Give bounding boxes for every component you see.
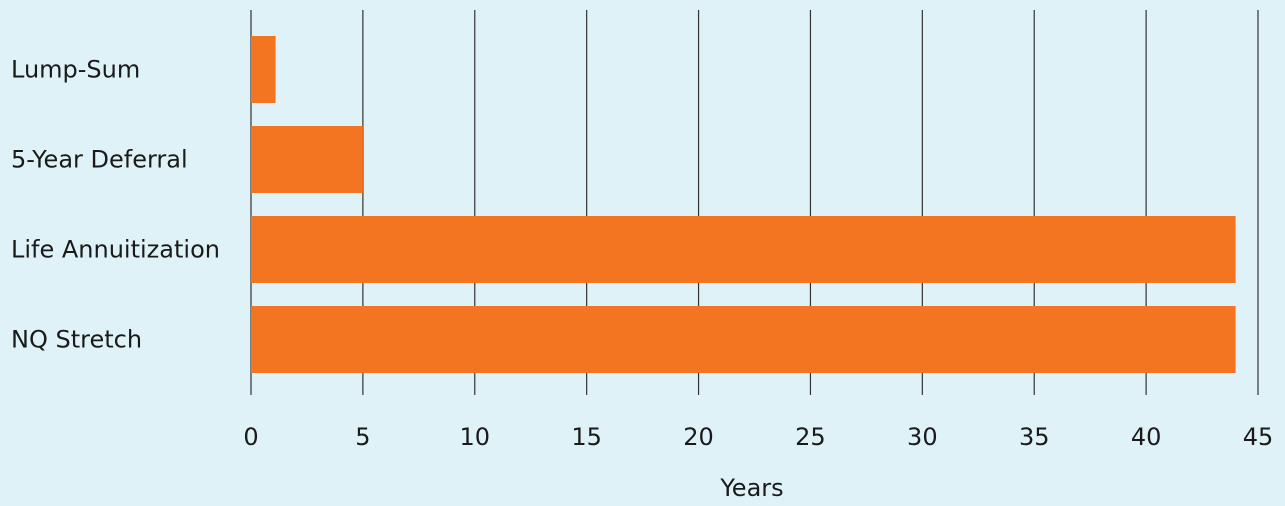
category-label: 5-Year Deferral xyxy=(11,146,188,174)
x-tick-label: 5 xyxy=(355,423,370,451)
gridlines xyxy=(250,10,1259,395)
x-tick-label: 40 xyxy=(1131,423,1162,451)
x-tick-labels: 0 5 10 15 20 25 30 35 40 45 xyxy=(243,423,1273,451)
bars xyxy=(251,36,1236,373)
x-axis-label: Years xyxy=(719,474,783,502)
x-tick-label: 10 xyxy=(460,423,491,451)
x-tick-label: 30 xyxy=(907,423,938,451)
category-label: Lump-Sum xyxy=(11,56,140,84)
x-tick-label: 45 xyxy=(1243,423,1274,451)
category-label: NQ Stretch xyxy=(11,326,142,354)
x-tick-label: 35 xyxy=(1019,423,1050,451)
x-tick-label: 20 xyxy=(683,423,714,451)
x-tick-label: 0 xyxy=(243,423,258,451)
bar xyxy=(251,306,1236,373)
x-tick-label: 15 xyxy=(571,423,602,451)
bar xyxy=(251,216,1236,283)
bar xyxy=(251,36,276,103)
category-labels: Lump-Sum 5-Year Deferral Life Annuitizatio… xyxy=(11,56,220,354)
bar xyxy=(251,126,363,193)
category-label: Life Annuitization xyxy=(11,236,220,264)
x-tick-label: 25 xyxy=(795,423,826,451)
